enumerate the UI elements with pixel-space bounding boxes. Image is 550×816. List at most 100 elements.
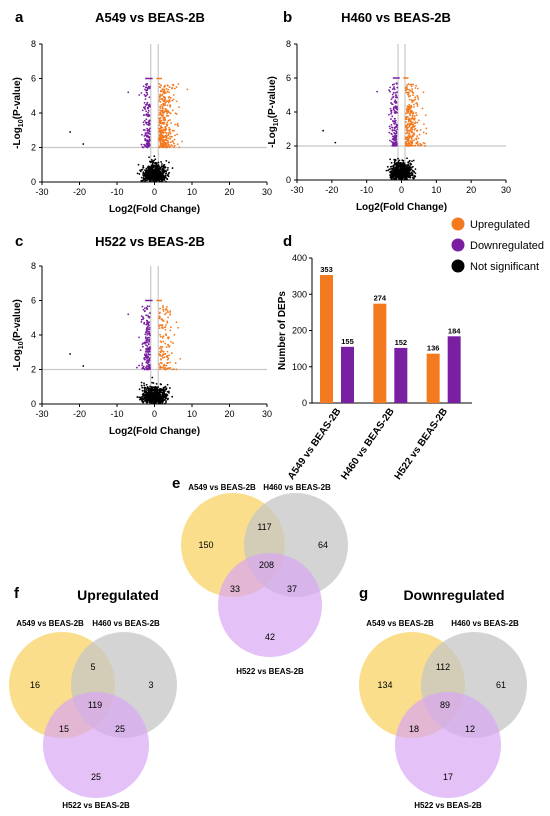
point-not-significant <box>138 173 141 175</box>
point-upregulated <box>176 122 179 125</box>
point-upregulated <box>166 90 169 93</box>
point-upregulated <box>415 102 418 105</box>
point-not-significant <box>389 165 392 168</box>
point-upregulated <box>413 133 416 136</box>
point-upregulated <box>422 142 425 144</box>
x-tick-label: -20 <box>325 185 338 195</box>
point-upregulated <box>417 119 420 122</box>
point-upregulated <box>172 98 175 101</box>
point-not-significant <box>164 170 167 173</box>
point-not-significant <box>157 179 160 182</box>
venn-count-bc: 12 <box>465 724 475 734</box>
point-downregulated <box>143 135 146 137</box>
venn-count-ac: 15 <box>59 724 69 734</box>
point-downregulated <box>140 321 143 323</box>
point-not-significant <box>162 389 165 392</box>
point-not-significant <box>156 179 159 182</box>
point-upregulated <box>172 146 175 149</box>
point-upregulated <box>158 363 161 365</box>
venn-title: Downregulated <box>403 587 504 603</box>
venn-count-c: 42 <box>265 632 275 642</box>
point-upregulated <box>164 368 167 371</box>
point-upregulated <box>161 356 164 359</box>
point-upregulated <box>165 109 167 112</box>
point-not-significant <box>149 385 152 388</box>
legend-label: Not significant <box>470 261 539 273</box>
point-not-significant <box>405 178 408 180</box>
x-tick-label: -20 <box>73 187 86 197</box>
venn-layer: e A549 vs BEAS-2B H460 vs BEAS-2B H522 vs B… <box>9 475 527 810</box>
point-upregulated <box>410 130 413 133</box>
point-upregulated <box>162 109 164 112</box>
point-not-significant <box>154 389 156 392</box>
point-not-significant <box>143 389 146 392</box>
point-upregulated <box>413 115 416 117</box>
point-not-significant <box>162 399 165 401</box>
point-downregulated <box>142 121 145 124</box>
point-not-significant <box>392 164 395 167</box>
venn-count-ab: 5 <box>90 662 95 672</box>
point-upregulated <box>169 112 172 115</box>
point-upregulated <box>160 131 163 133</box>
point-upregulated <box>178 146 181 149</box>
point-downregulated <box>391 115 394 118</box>
point-upregulated <box>416 105 419 107</box>
point-downregulated <box>142 342 145 345</box>
point-not-significant <box>163 163 166 166</box>
venn-count-a: 150 <box>198 540 213 550</box>
point-downregulated <box>144 95 147 98</box>
point-upregulated <box>415 114 418 117</box>
point-not-significant <box>405 174 408 177</box>
point-upregulated <box>161 135 164 138</box>
point-downregulated <box>389 109 392 112</box>
point-upregulated <box>173 333 176 336</box>
point-upregulated <box>165 346 168 349</box>
point-upregulated <box>169 135 172 138</box>
point-upregulated <box>417 98 420 101</box>
panel-letter: c <box>15 233 23 250</box>
point-downregulated <box>146 93 149 96</box>
point-upregulated <box>167 336 169 339</box>
point-not-significant <box>149 397 152 399</box>
point-outlier <box>82 365 85 367</box>
point-upregulated <box>418 133 421 136</box>
point-downregulated <box>145 143 148 146</box>
point-upregulated <box>159 335 162 338</box>
point-downregulated <box>391 93 394 96</box>
point-not-significant <box>161 395 163 398</box>
x-axis-label: Log2(Fold Change) <box>109 204 200 215</box>
point-upregulated <box>166 109 169 112</box>
point-upregulated <box>167 133 170 136</box>
y-tick-label: 4 <box>31 108 36 118</box>
point-upregulated <box>411 126 414 129</box>
point-not-significant <box>171 167 174 169</box>
legend: Upregulated Downregulated Not significant <box>451 217 544 273</box>
point-upregulated <box>164 101 167 104</box>
point-downregulated <box>143 358 146 361</box>
point-not-significant <box>144 174 147 177</box>
point-downregulated <box>395 101 398 104</box>
point-not-significant <box>148 156 150 159</box>
point-not-significant <box>154 387 157 390</box>
point-downregulated <box>144 145 147 148</box>
point-downregulated <box>389 139 391 142</box>
point-upregulated <box>178 106 180 108</box>
y-label-subscript: 10 <box>18 119 25 127</box>
scatter-points <box>69 299 182 405</box>
point-not-significant <box>387 169 390 172</box>
point-not-significant <box>142 171 145 173</box>
point-downregulated <box>142 308 145 311</box>
point-upregulated <box>413 99 415 102</box>
point-not-significant <box>390 176 393 178</box>
point-not-significant <box>158 395 161 397</box>
point-not-significant <box>140 384 143 387</box>
point-not-significant <box>403 176 406 178</box>
point-upregulated <box>417 137 420 140</box>
point-upregulated <box>162 310 165 312</box>
point-upregulated <box>162 102 165 105</box>
point-upregulated <box>165 305 168 308</box>
point-upregulated <box>171 83 174 86</box>
point-upregulated <box>166 114 169 117</box>
point-not-significant <box>397 174 400 177</box>
point-not-significant <box>163 166 166 169</box>
